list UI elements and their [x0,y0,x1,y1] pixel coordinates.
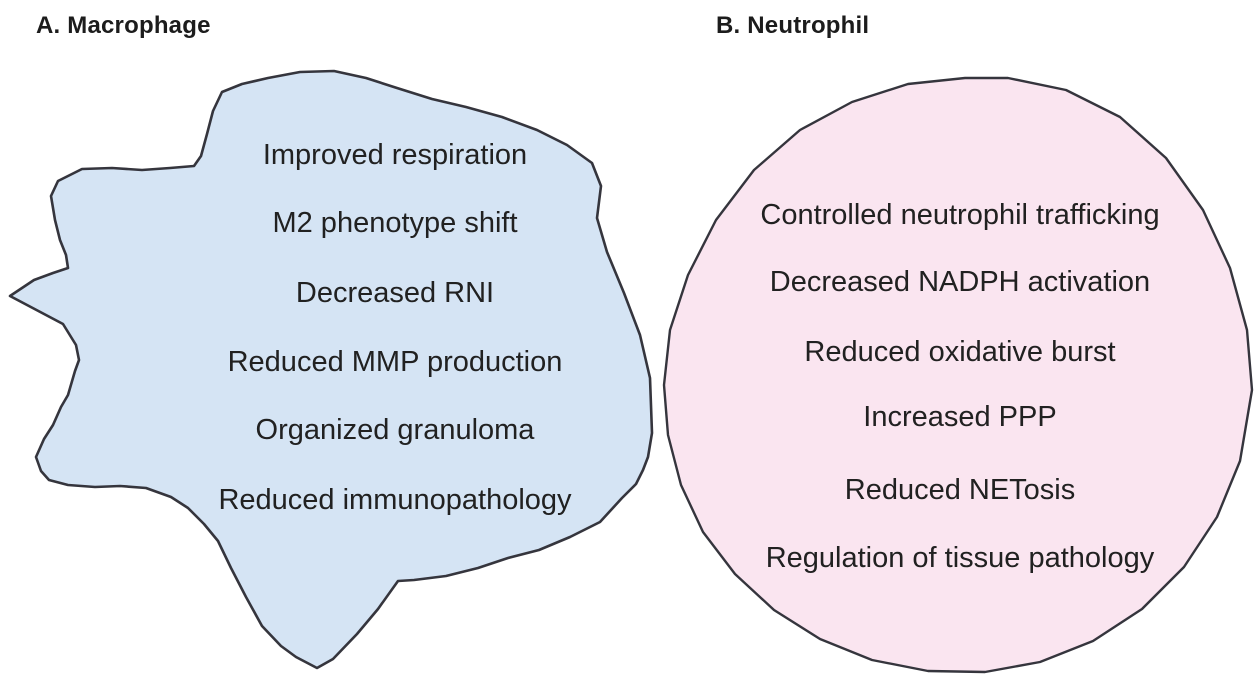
macrophage-label-stack: Improved respiration M2 phenotype shift … [140,0,650,677]
macrophage-item: Reduced immunopathology [218,484,572,516]
panel-b-title: B. Neutrophil [716,12,870,39]
neutrophil-item: Decreased NADPH activation [769,266,1151,298]
neutrophil-item: Increased PPP [863,401,1057,433]
macrophage-item: Organized granuloma [255,414,535,446]
macrophage-item: Decreased RNI [295,277,495,309]
neutrophil-cell-shape [662,76,1254,674]
macrophage-cell-shape [8,69,654,670]
macrophage-item: M2 phenotype shift [272,207,518,239]
macrophage-item: Reduced MMP production [227,346,563,378]
neutrophil-item: Regulation of tissue pathology [765,542,1155,574]
neutrophil-item: Reduced oxidative burst [804,336,1116,368]
panel-a-title: A. Macrophage [36,12,211,39]
neutrophil-label-stack: Controlled neutrophil trafficking Decrea… [680,0,1240,677]
neutrophil-item: Reduced NETosis [844,474,1076,506]
macrophage-item: Improved respiration [262,139,528,171]
neutrophil-item: Controlled neutrophil trafficking [760,199,1160,231]
